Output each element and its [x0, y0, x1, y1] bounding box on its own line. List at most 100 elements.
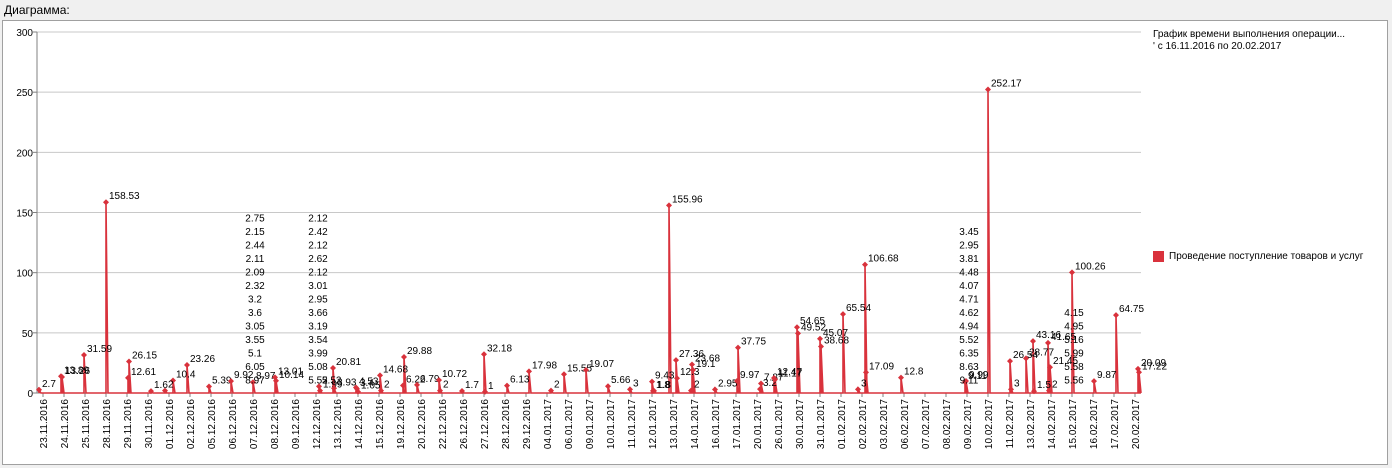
- data-label: 27.36: [679, 349, 704, 360]
- data-label: 12.61: [131, 367, 156, 378]
- x-tick-label: 11.02.2017: [1005, 399, 1016, 449]
- data-point: [126, 358, 132, 365]
- data-label: 5.66: [611, 375, 631, 386]
- data-point: [1091, 378, 1097, 385]
- x-tick-label: 17.01.2017: [732, 399, 743, 449]
- data-label: 12.47: [777, 367, 802, 378]
- data-label: 29.88: [407, 346, 432, 357]
- y-tick-label: 50: [22, 329, 34, 340]
- x-tick-label: 12.12.2016: [312, 399, 323, 449]
- data-label: 12.3: [680, 367, 700, 378]
- x-tick-label: 08.02.2017: [942, 399, 953, 449]
- x-tick-label: 20.12.2016: [417, 399, 428, 449]
- y-tick-label: 100: [16, 269, 33, 280]
- data-point: [817, 335, 823, 342]
- x-tick-label: 17.02.2017: [1110, 399, 1121, 449]
- data-point: [674, 375, 680, 382]
- data-label: 41.65: [1051, 332, 1076, 343]
- data-label: 8.97: [256, 371, 276, 382]
- data-label: 1.7: [465, 380, 479, 391]
- stacked-data-label: 5.58: [1064, 362, 1084, 373]
- data-point: [355, 388, 361, 395]
- stacked-data-label: 2.42: [308, 227, 328, 238]
- stacked-data-label: 2.44: [245, 240, 265, 251]
- data-label: 11.17: [778, 369, 803, 380]
- x-tick-label: 08.12.2016: [270, 399, 281, 449]
- x-tick-label: 09.12.2016: [291, 399, 302, 449]
- data-point: [985, 86, 991, 93]
- data-label: 6.22: [406, 375, 426, 386]
- x-tick-label: 13.12.2016: [333, 399, 344, 449]
- data-label: 37.75: [741, 337, 766, 348]
- y-tick-label: 250: [16, 88, 33, 99]
- stacked-data-label: 2.32: [245, 281, 265, 292]
- data-label: 32.18: [487, 343, 512, 354]
- data-point: [526, 368, 532, 375]
- x-tick-label: 13.02.2017: [1026, 399, 1037, 449]
- x-tick-label: 26.01.2017: [774, 399, 785, 449]
- stacked-data-label: 3.55: [245, 335, 265, 346]
- x-tick-label: 30.11.2016: [144, 399, 155, 449]
- data-label: 4.53: [359, 377, 379, 388]
- data-label: 49.52: [801, 322, 826, 333]
- data-label: 10.4: [176, 369, 196, 380]
- data-label: 64.75: [1119, 304, 1144, 315]
- data-point: [36, 386, 42, 393]
- data-label: 5.39: [212, 376, 232, 387]
- data-point: [206, 383, 212, 390]
- y-tick-label: 150: [16, 209, 33, 220]
- stacked-data-label: 4.95: [1064, 321, 1084, 332]
- data-label: 31.59: [87, 344, 112, 355]
- x-tick-label: 24.11.2016: [60, 399, 71, 449]
- data-point: [605, 383, 611, 390]
- data-label: 3: [861, 378, 867, 389]
- data-label: 19.1: [696, 359, 716, 370]
- data-point: [583, 367, 589, 374]
- x-tick-label: 01.02.2017: [837, 399, 848, 449]
- data-point: [548, 387, 554, 394]
- stacked-data-label: 2.62: [308, 254, 328, 265]
- data-label: 26.54: [1013, 350, 1038, 361]
- x-tick-label: 14.01.2017: [690, 399, 701, 449]
- data-label: 3.2: [763, 378, 777, 389]
- data-point: [170, 377, 176, 384]
- data-label: 1.05: [361, 381, 381, 392]
- data-label: 6.13: [510, 375, 530, 386]
- data-label: 3: [1014, 378, 1020, 389]
- data-point: [651, 387, 657, 394]
- x-tick-label: 02.02.2017: [858, 399, 869, 449]
- stacked-data-label: 5.52: [308, 375, 328, 386]
- stacked-data-label: 2.09: [245, 267, 265, 278]
- data-point: [103, 199, 109, 206]
- data-label: 3.4: [360, 378, 374, 389]
- stacked-data-label: 3.05: [245, 321, 265, 332]
- data-point: [1046, 387, 1052, 394]
- x-tick-label: 22.12.2016: [438, 399, 449, 449]
- data-label: 38.68: [824, 335, 849, 346]
- x-tick-label: 26.12.2016: [459, 399, 470, 449]
- stacked-data-label: 3.81: [959, 254, 979, 265]
- stacked-data-label: 2.95: [959, 240, 979, 251]
- data-point: [1136, 369, 1142, 376]
- x-tick-label: 06.01.2017: [564, 399, 575, 449]
- stacked-data-label: 3.2: [248, 294, 262, 305]
- data-label: 9.11: [968, 371, 987, 382]
- legend-swatch: [1153, 251, 1164, 262]
- data-point: [414, 381, 420, 388]
- data-point: [735, 344, 741, 351]
- stacked-data-label: 3.66: [308, 308, 328, 319]
- data-label: 9.87: [1097, 370, 1117, 381]
- data-label: 23.68: [695, 354, 720, 365]
- data-point: [862, 261, 868, 268]
- data-label: 9.99: [969, 370, 989, 381]
- x-tick-label: 05.12.2016: [207, 399, 218, 449]
- stacked-data-label: 4.62: [959, 308, 979, 319]
- x-tick-label: 14.12.2016: [354, 399, 365, 449]
- x-tick-label: 27.12.2016: [480, 399, 491, 449]
- stacked-data-label: 2.12: [308, 240, 328, 251]
- data-point: [273, 377, 279, 384]
- data-point: [963, 377, 969, 384]
- x-tick-label: 11.01.2017: [627, 399, 638, 449]
- legend-title-line2: ' с 16.11.2016 по 20.02.2017: [1153, 41, 1282, 52]
